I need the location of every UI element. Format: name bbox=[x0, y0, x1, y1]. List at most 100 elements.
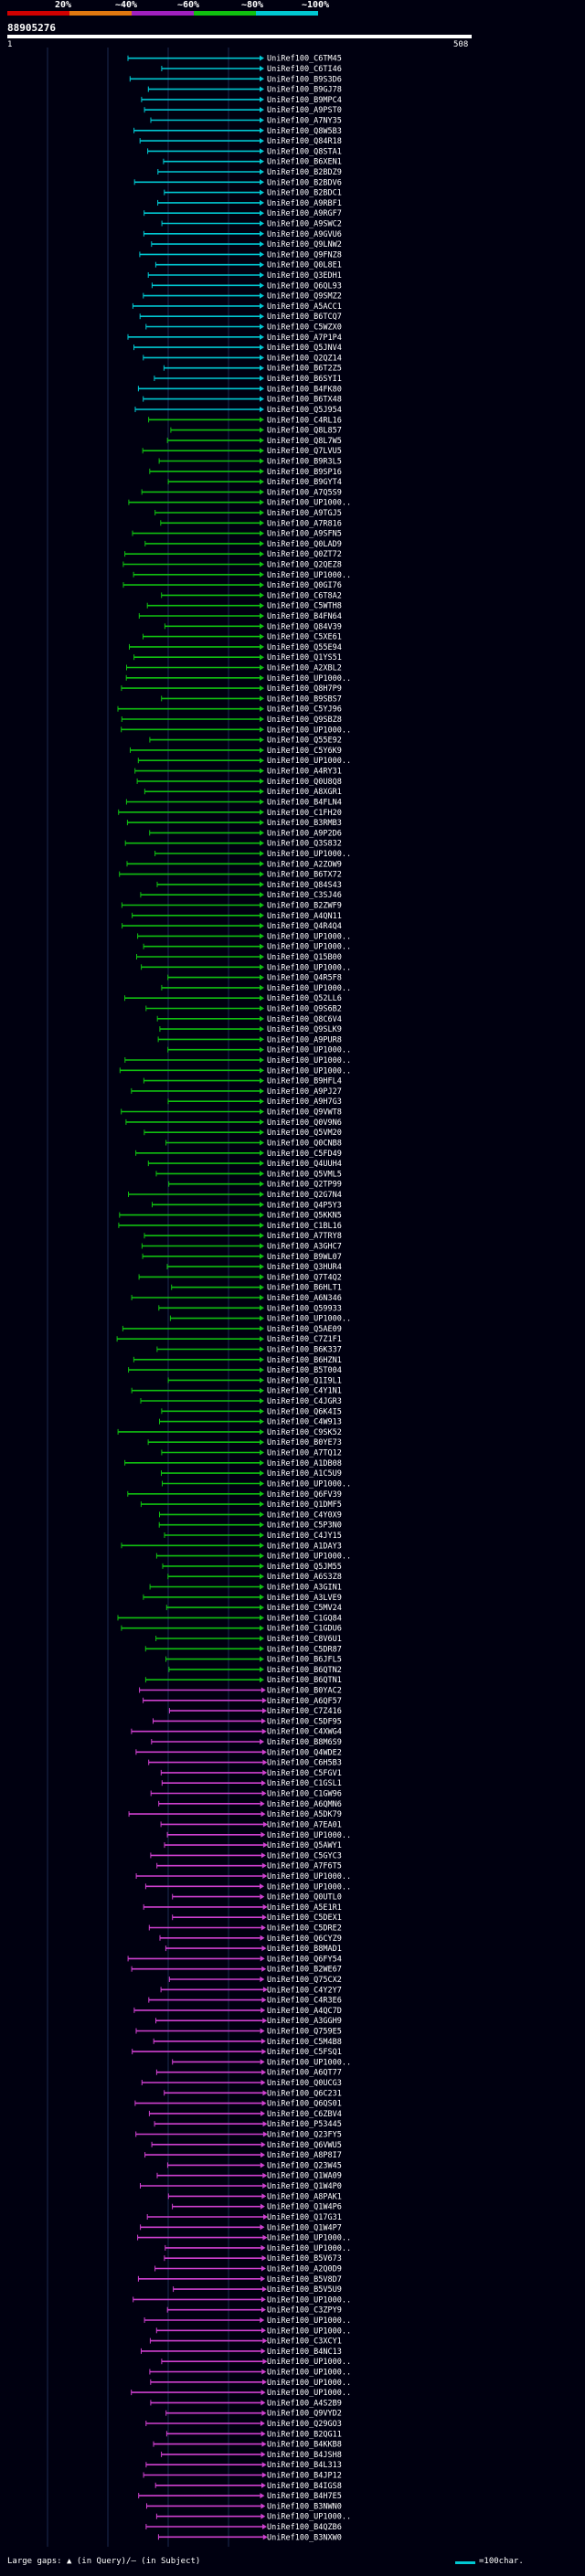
hit-label[interactable]: UniRef100_A9PST0 bbox=[267, 106, 342, 115]
hit-label[interactable]: UniRef100_B6TCQ7 bbox=[267, 313, 342, 322]
hit-label[interactable]: UniRef100_A8XGR1 bbox=[267, 788, 342, 797]
hit-label[interactable]: UniRef100_UP1000.. bbox=[267, 1831, 351, 1840]
hit-label[interactable]: UniRef100_A9P2D6 bbox=[267, 829, 342, 838]
hit-label[interactable]: UniRef100_C7Z1F1 bbox=[267, 1335, 342, 1344]
hit-label[interactable]: UniRef100_C5DEX1 bbox=[267, 1913, 342, 1923]
hit-label[interactable]: UniRef100_B6HZN1 bbox=[267, 1356, 342, 1365]
hit-label[interactable]: UniRef100_UP1000.. bbox=[267, 726, 351, 735]
hit-label[interactable]: UniRef100_UP1000.. bbox=[267, 2513, 351, 2522]
hit-label[interactable]: UniRef100_Q3HUR4 bbox=[267, 1263, 342, 1272]
hit-label[interactable]: UniRef100_A7F6T5 bbox=[267, 1862, 342, 1871]
hit-label[interactable]: UniRef100_C4Y2Y7 bbox=[267, 1986, 342, 1995]
hit-label[interactable]: UniRef100_A9H7G3 bbox=[267, 1097, 342, 1107]
hit-label[interactable]: UniRef100_Q6FV39 bbox=[267, 1490, 342, 1500]
hit-label[interactable]: UniRef100_Q84R18 bbox=[267, 137, 342, 146]
hit-label[interactable]: UniRef100_A7P1P4 bbox=[267, 334, 342, 343]
hit-label[interactable]: UniRef100_Q5AE09 bbox=[267, 1325, 342, 1334]
hit-label[interactable]: UniRef100_A4RY31 bbox=[267, 768, 342, 777]
hit-label[interactable]: UniRef100_UP1000.. bbox=[267, 2244, 351, 2253]
hit-label[interactable]: UniRef100_Q84S43 bbox=[267, 881, 342, 890]
hit-label[interactable]: UniRef100_Q9FNZ8 bbox=[267, 250, 342, 260]
hit-label[interactable]: UniRef100_B4FLN4 bbox=[267, 799, 342, 808]
hit-label[interactable]: UniRef100_Q1W4P6 bbox=[267, 2203, 342, 2212]
hit-label[interactable]: UniRef100_C4JGR3 bbox=[267, 1397, 342, 1406]
hit-label[interactable]: UniRef100_Q9SMZ2 bbox=[267, 292, 342, 302]
hit-label[interactable]: UniRef100_Q55E94 bbox=[267, 643, 342, 652]
hit-label[interactable]: UniRef100_UP1000.. bbox=[267, 2379, 351, 2388]
hit-label[interactable]: UniRef100_A7EA01 bbox=[267, 1820, 342, 1829]
hit-label[interactable]: UniRef100_A9SWC2 bbox=[267, 220, 342, 229]
hit-label[interactable]: UniRef100_A6QT77 bbox=[267, 2069, 342, 2078]
hit-label[interactable]: UniRef100_A3GHC7 bbox=[267, 1243, 342, 1252]
hit-label[interactable]: UniRef100_C4XWG4 bbox=[267, 1728, 342, 1737]
hit-label[interactable]: UniRef100_C1FH20 bbox=[267, 809, 342, 818]
hit-label[interactable]: UniRef100_C6ZBV4 bbox=[267, 2110, 342, 2119]
hit-label[interactable]: UniRef100_UP1000.. bbox=[267, 1066, 351, 1076]
hit-label[interactable]: UniRef100_B8M6S9 bbox=[267, 1738, 342, 1747]
hit-label[interactable]: UniRef100_Q3S832 bbox=[267, 840, 342, 849]
hit-label[interactable]: UniRef100_Q59933 bbox=[267, 1304, 342, 1313]
hit-label[interactable]: UniRef100_Q6CYZ9 bbox=[267, 1935, 342, 1944]
hit-label[interactable]: UniRef100_B4KKB8 bbox=[267, 2441, 342, 2450]
hit-label[interactable]: UniRef100_Q8L7W5 bbox=[267, 437, 342, 446]
hit-label[interactable]: UniRef100_Q0UTL0 bbox=[267, 1893, 342, 1903]
hit-label[interactable]: UniRef100_Q0UCG3 bbox=[267, 2079, 342, 2088]
hit-label[interactable]: UniRef100_Q0LAD9 bbox=[267, 540, 342, 549]
hit-label[interactable]: UniRef100_C9SK52 bbox=[267, 1428, 342, 1437]
hit-label[interactable]: UniRef100_C5MV24 bbox=[267, 1604, 342, 1613]
hit-label[interactable]: UniRef100_Q759E5 bbox=[267, 2028, 342, 2037]
hit-label[interactable]: UniRef100_B9HFL4 bbox=[267, 1077, 342, 1087]
hit-label[interactable]: UniRef100_UP1000.. bbox=[267, 499, 351, 508]
hit-label[interactable]: UniRef100_A8P8I7 bbox=[267, 2151, 342, 2160]
hit-label[interactable]: UniRef100_Q0L8E1 bbox=[267, 261, 342, 270]
hit-label[interactable]: UniRef100_C6H5B3 bbox=[267, 1759, 342, 1768]
hit-label[interactable]: UniRef100_A1DAY3 bbox=[267, 1542, 342, 1551]
hit-label[interactable]: UniRef100_Q1YS51 bbox=[267, 653, 342, 663]
hit-label[interactable]: UniRef100_Q4R4Q4 bbox=[267, 922, 342, 931]
hit-label[interactable]: UniRef100_C5WZX0 bbox=[267, 323, 342, 333]
hit-label[interactable]: UniRef100_B3NWN0 bbox=[267, 2502, 342, 2511]
hit-label[interactable]: UniRef100_Q8STA1 bbox=[267, 147, 342, 156]
hit-label[interactable]: UniRef100_B9R3L5 bbox=[267, 458, 342, 467]
hit-label[interactable]: UniRef100_B5V5U9 bbox=[267, 2285, 342, 2295]
hit-label[interactable]: UniRef100_B6XEN1 bbox=[267, 158, 342, 167]
hit-label[interactable]: UniRef100_Q23W45 bbox=[267, 2161, 342, 2170]
hit-label[interactable]: UniRef100_C5FSQ1 bbox=[267, 2048, 342, 2057]
hit-label[interactable]: UniRef100_Q7T4Q2 bbox=[267, 1273, 342, 1282]
hit-label[interactable]: UniRef100_C4Y1N1 bbox=[267, 1387, 342, 1396]
hit-label[interactable]: UniRef100_Q5KKN5 bbox=[267, 1212, 342, 1221]
hit-label[interactable]: UniRef100_Q7LVU5 bbox=[267, 447, 342, 456]
hit-label[interactable]: UniRef100_UP1000.. bbox=[267, 674, 351, 684]
hit-label[interactable]: UniRef100_B4IGS8 bbox=[267, 2482, 342, 2491]
hit-label[interactable]: UniRef100_Q2G7N4 bbox=[267, 1191, 342, 1200]
hit-label[interactable]: UniRef100_C1BL16 bbox=[267, 1222, 342, 1231]
hit-label[interactable]: UniRef100_UP1000.. bbox=[267, 932, 351, 941]
hit-label[interactable]: UniRef100_Q6K4I5 bbox=[267, 1407, 342, 1416]
hit-label[interactable]: UniRef100_UP1000.. bbox=[267, 2389, 351, 2398]
hit-label[interactable]: UniRef100_B2BDC1 bbox=[267, 189, 342, 198]
hit-label[interactable]: UniRef100_Q6C231 bbox=[267, 2089, 342, 2098]
hit-label[interactable]: UniRef100_Q3EDH1 bbox=[267, 271, 342, 281]
hit-label[interactable]: UniRef100_A4S2B9 bbox=[267, 2399, 342, 2408]
hit-label[interactable]: UniRef100_C5FGV1 bbox=[267, 1769, 342, 1778]
hit-label[interactable]: UniRef100_A5ACC1 bbox=[267, 302, 342, 312]
hit-label[interactable]: UniRef100_UP1000.. bbox=[267, 1046, 351, 1055]
hit-label[interactable]: UniRef100_B2WE67 bbox=[267, 1966, 342, 1975]
hit-label[interactable]: UniRef100_UP1000.. bbox=[267, 1872, 351, 1882]
hit-label[interactable]: UniRef100_B9GJ78 bbox=[267, 86, 342, 95]
hit-label[interactable]: UniRef100_Q5AWY1 bbox=[267, 1841, 342, 1850]
hit-label[interactable]: UniRef100_B6QTN1 bbox=[267, 1676, 342, 1685]
hit-label[interactable]: UniRef100_B9SP16 bbox=[267, 468, 342, 477]
hit-label[interactable]: UniRef100_C4Y0X9 bbox=[267, 1511, 342, 1520]
hit-label[interactable]: UniRef100_UP1000.. bbox=[267, 2369, 351, 2378]
hit-label[interactable]: UniRef100_A9PUR8 bbox=[267, 1035, 342, 1044]
hit-label[interactable]: UniRef100_C1GQ84 bbox=[267, 1614, 342, 1623]
hit-label[interactable]: UniRef100_A9TGJ5 bbox=[267, 509, 342, 518]
hit-label[interactable]: UniRef100_A9PJ27 bbox=[267, 1087, 342, 1097]
hit-label[interactable]: UniRef100_A2ZOW9 bbox=[267, 860, 342, 869]
hit-label[interactable]: UniRef100_Q9S6B2 bbox=[267, 1005, 342, 1014]
hit-label[interactable]: UniRef100_Q5VM20 bbox=[267, 1129, 342, 1138]
hit-label[interactable]: UniRef100_Q17G31 bbox=[267, 2213, 342, 2222]
hit-label[interactable]: UniRef100_C5XE61 bbox=[267, 633, 342, 642]
hit-label[interactable]: UniRef100_C3ZPY9 bbox=[267, 2306, 342, 2316]
